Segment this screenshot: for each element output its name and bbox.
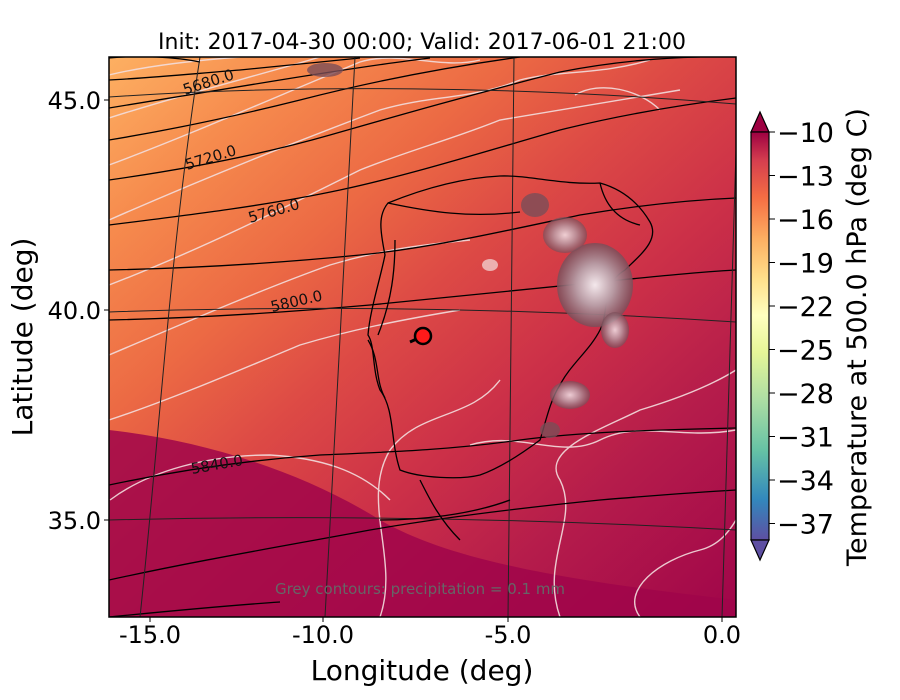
x-tick-label: -15.0 [119, 621, 181, 649]
colorbar-tick-label: −34 [777, 466, 834, 497]
colorbar-tick-label: −22 [777, 292, 834, 323]
colorbar: −10 −13 −16 −19 −22 −25 −28 −31 −34 −37 Temperatu… [750, 108, 873, 567]
colorbar-gradient [750, 131, 770, 541]
y-axis-label: Latitude (deg) [6, 238, 39, 437]
colorbar-tick-label: −31 [777, 423, 834, 454]
location-marker [409, 326, 433, 346]
precipitation-areas [307, 63, 633, 438]
colorbar-tick-label: −28 [777, 379, 834, 410]
colorbar-tick-label: −10 [777, 118, 834, 149]
precipitation-footnote: Grey contours: precipitation = 0.1 mm [275, 580, 565, 598]
x-tick-label: 0.0 [703, 621, 741, 649]
colorbar-tick-label: −25 [777, 336, 834, 367]
x-axis: -15.0 -10.0 -5.0 0.0 Longitude (deg) [119, 617, 741, 687]
y-tick-label: 35.0 [48, 507, 101, 535]
coastlines [367, 175, 654, 541]
y-tick-label: 40.0 [48, 297, 101, 325]
x-axis-label: Longitude (deg) [311, 654, 534, 687]
colorbar-tick-label: −19 [777, 249, 834, 280]
height-contours [109, 57, 736, 617]
x-tick-label: -10.0 [292, 621, 354, 649]
x-tick-label: -5.0 [485, 621, 532, 649]
deep-temperature-region [109, 430, 736, 617]
y-tick-label: 45.0 [48, 87, 101, 115]
colorbar-tick-label: −13 [777, 162, 834, 193]
colorbar-tick-label: −16 [777, 205, 834, 236]
y-axis: 45.0 40.0 35.0 Latitude (deg) [6, 87, 109, 535]
graticule [109, 57, 736, 617]
map-area: 5680.0 5720.0 5760.0 5800.0 5840.0 Grey … [109, 57, 736, 617]
map-frame [108, 56, 737, 618]
chart-title: Init: 2017-04-30 00:00; Valid: 2017-06-0… [158, 30, 686, 55]
colorbar-top-extension [750, 110, 770, 133]
colorbar-tick-label: −37 [777, 510, 834, 541]
colorbar-label: Temperature at 500.0 hPa (deg C) [842, 108, 873, 567]
colorbar-bottom-extension [750, 539, 770, 562]
